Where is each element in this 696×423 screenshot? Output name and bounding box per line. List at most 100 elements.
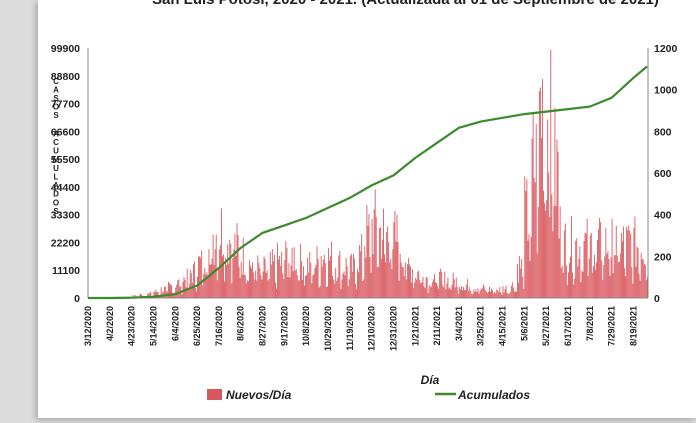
daily-bar xyxy=(350,253,352,298)
daily-bar xyxy=(245,283,247,298)
y-right-tick-label: 1000 xyxy=(654,85,678,97)
daily-bar xyxy=(332,275,334,298)
daily-bar xyxy=(150,291,152,298)
daily-bar xyxy=(294,270,296,298)
daily-bar xyxy=(536,253,538,298)
daily-bar xyxy=(401,266,403,298)
daily-bar xyxy=(330,256,331,298)
daily-bar xyxy=(602,279,604,298)
y-right-tick-label: 600 xyxy=(654,168,672,180)
daily-bar xyxy=(310,262,312,298)
daily-bar xyxy=(578,258,580,298)
daily-bar xyxy=(317,259,319,298)
daily-bar xyxy=(515,291,516,298)
daily-bar xyxy=(617,262,619,298)
daily-bar xyxy=(277,243,278,298)
daily-bar xyxy=(153,291,155,298)
daily-bar xyxy=(382,239,383,298)
daily-bar xyxy=(181,294,183,298)
daily-bar xyxy=(321,266,323,298)
daily-bar xyxy=(358,272,360,298)
daily-bar xyxy=(518,282,520,298)
daily-bar xyxy=(467,279,469,298)
daily-bar xyxy=(389,262,391,298)
daily-bar xyxy=(200,257,202,298)
daily-bar xyxy=(322,259,324,298)
daily-bar xyxy=(511,282,513,298)
daily-bar xyxy=(641,259,643,298)
daily-bar xyxy=(232,258,234,298)
daily-bar xyxy=(631,267,633,298)
daily-bar xyxy=(296,274,298,298)
daily-bar xyxy=(605,227,607,298)
daily-bar xyxy=(205,274,207,298)
daily-bar xyxy=(207,275,209,298)
daily-bar xyxy=(613,255,615,298)
daily-bar xyxy=(313,274,315,298)
daily-bar xyxy=(148,292,150,298)
daily-bar xyxy=(349,255,351,298)
daily-bar xyxy=(546,200,548,298)
daily-bar xyxy=(344,275,346,298)
daily-bar xyxy=(195,287,196,298)
daily-bar xyxy=(369,256,371,298)
daily-bar xyxy=(384,254,385,298)
daily-bar xyxy=(580,282,582,298)
daily-bar xyxy=(592,265,594,298)
daily-bar xyxy=(453,279,455,298)
daily-bar xyxy=(372,254,374,298)
daily-bar xyxy=(480,288,482,298)
daily-bar xyxy=(528,234,530,298)
daily-bar xyxy=(266,270,268,298)
daily-bar xyxy=(558,238,560,298)
daily-bar xyxy=(623,226,624,298)
daily-bar xyxy=(235,255,237,298)
daily-bar xyxy=(178,279,180,298)
x-tick-label: 2/11/2021 xyxy=(432,306,442,346)
daily-bar xyxy=(622,241,623,298)
daily-bar xyxy=(500,292,502,298)
daily-bar xyxy=(587,275,589,298)
x-tick-label: 8/19/2021 xyxy=(628,306,638,346)
daily-bar xyxy=(193,261,195,298)
daily-bar xyxy=(523,288,525,298)
daily-bar xyxy=(259,268,261,298)
daily-bar xyxy=(249,260,250,298)
daily-bar xyxy=(423,286,425,298)
daily-bar xyxy=(449,287,451,298)
y-left-tick-label: 22200 xyxy=(51,237,80,249)
x-tick-label: 3/25/2021 xyxy=(476,306,486,346)
daily-bar xyxy=(431,281,433,298)
daily-bar xyxy=(486,293,488,298)
daily-bar xyxy=(388,241,390,298)
y-axis-label-letter: U xyxy=(53,147,59,156)
daily-bar xyxy=(593,254,595,298)
y-left-tick-label: 33300 xyxy=(51,210,80,222)
daily-bar xyxy=(611,218,613,298)
daily-bar xyxy=(213,264,215,298)
daily-bar xyxy=(156,291,158,298)
daily-bar xyxy=(542,79,543,298)
daily-bar xyxy=(557,151,559,298)
daily-bar xyxy=(473,289,475,298)
daily-bar xyxy=(590,232,592,298)
daily-bar xyxy=(610,257,612,298)
daily-bar xyxy=(563,230,565,298)
daily-bar xyxy=(376,266,378,298)
left-y-ticks: 99900 88800 77700 66600 55500 44400 33300 22200… xyxy=(51,43,80,305)
daily-bar xyxy=(625,276,627,298)
daily-bar xyxy=(478,293,480,298)
daily-bar xyxy=(202,285,204,298)
daily-bar xyxy=(405,279,407,298)
daily-bar xyxy=(608,259,610,298)
daily-bar xyxy=(396,214,398,298)
daily-bar xyxy=(575,240,577,298)
daily-bar xyxy=(204,267,206,298)
daily-bar xyxy=(530,236,532,298)
daily-bar xyxy=(319,285,321,298)
daily-bar xyxy=(267,280,269,298)
daily-bar xyxy=(624,268,625,298)
daily-bar xyxy=(418,270,420,298)
